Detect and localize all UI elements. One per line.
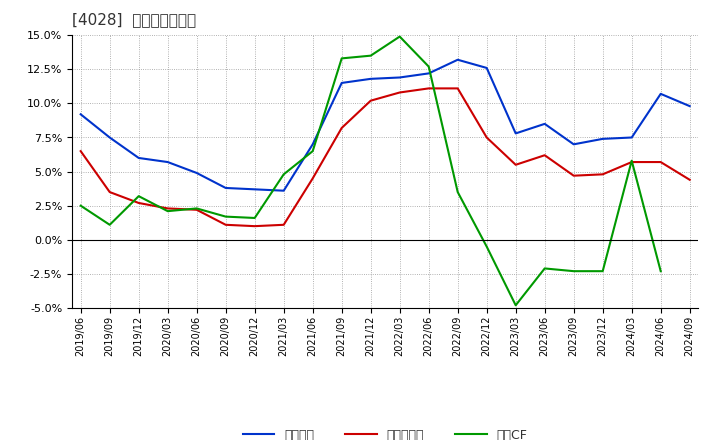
Legend: 経常利益, 当期純利益, 営業CF: 経常利益, 当期純利益, 営業CF [243,429,528,440]
営業CF [454,189,462,194]
営業CF [76,203,85,209]
経常利益 [570,142,578,147]
経常利益 [627,135,636,140]
当期純利益 [395,90,404,95]
当期純利益 [541,153,549,158]
経常利益 [279,188,288,193]
当期純利益 [251,224,259,229]
営業CF [308,149,317,154]
当期純利益 [424,86,433,91]
営業CF [366,53,375,58]
当期純利益 [105,189,114,194]
営業CF [657,268,665,274]
営業CF [163,209,172,214]
営業CF [570,268,578,274]
経常利益 [105,135,114,140]
経常利益 [308,142,317,147]
当期純利益 [163,206,172,211]
当期純利益 [627,159,636,165]
当期純利益 [135,200,143,205]
経常利益 [221,185,230,191]
経常利益 [163,159,172,165]
営業CF [192,206,201,211]
営業CF [221,214,230,219]
当期純利益 [76,149,85,154]
Line: 営業CF: 営業CF [81,37,661,305]
経常利益 [685,103,694,109]
経常利益 [395,75,404,80]
営業CF [338,56,346,61]
当期純利益 [657,159,665,165]
当期純利益 [338,125,346,131]
営業CF [135,194,143,199]
当期純利益 [366,98,375,103]
経常利益 [511,131,520,136]
営業CF [424,64,433,69]
当期純利益 [221,222,230,227]
営業CF [105,222,114,227]
当期純利益 [308,176,317,181]
Line: 当期純利益: 当期純利益 [81,88,690,226]
経常利益 [192,170,201,176]
当期純利益 [570,173,578,178]
当期純利益 [685,177,694,183]
営業CF [251,215,259,220]
経常利益 [424,71,433,76]
経常利益 [454,57,462,62]
経常利益 [135,155,143,161]
Text: [4028]  マージンの推移: [4028] マージンの推移 [72,12,196,27]
経常利益 [366,76,375,81]
営業CF [279,172,288,177]
当期純利益 [511,162,520,167]
営業CF [598,268,607,274]
営業CF [395,34,404,39]
営業CF [482,244,491,249]
経常利益 [657,91,665,96]
経常利益 [76,112,85,117]
経常利益 [251,187,259,192]
経常利益 [598,136,607,142]
営業CF [627,158,636,163]
営業CF [511,303,520,308]
当期純利益 [192,207,201,213]
当期純利益 [598,172,607,177]
経常利益 [338,80,346,85]
当期純利益 [454,86,462,91]
Line: 経常利益: 経常利益 [81,60,690,191]
当期純利益 [482,135,491,140]
経常利益 [541,121,549,127]
当期純利益 [279,222,288,227]
営業CF [541,266,549,271]
経常利益 [482,65,491,70]
